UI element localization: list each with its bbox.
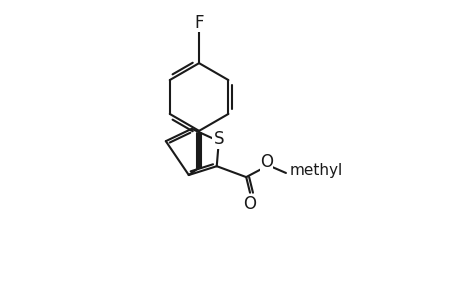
- Text: O: O: [259, 153, 272, 171]
- Text: S: S: [213, 130, 224, 148]
- Text: methyl: methyl: [289, 163, 342, 178]
- Text: O: O: [242, 195, 255, 213]
- Text: F: F: [194, 14, 203, 32]
